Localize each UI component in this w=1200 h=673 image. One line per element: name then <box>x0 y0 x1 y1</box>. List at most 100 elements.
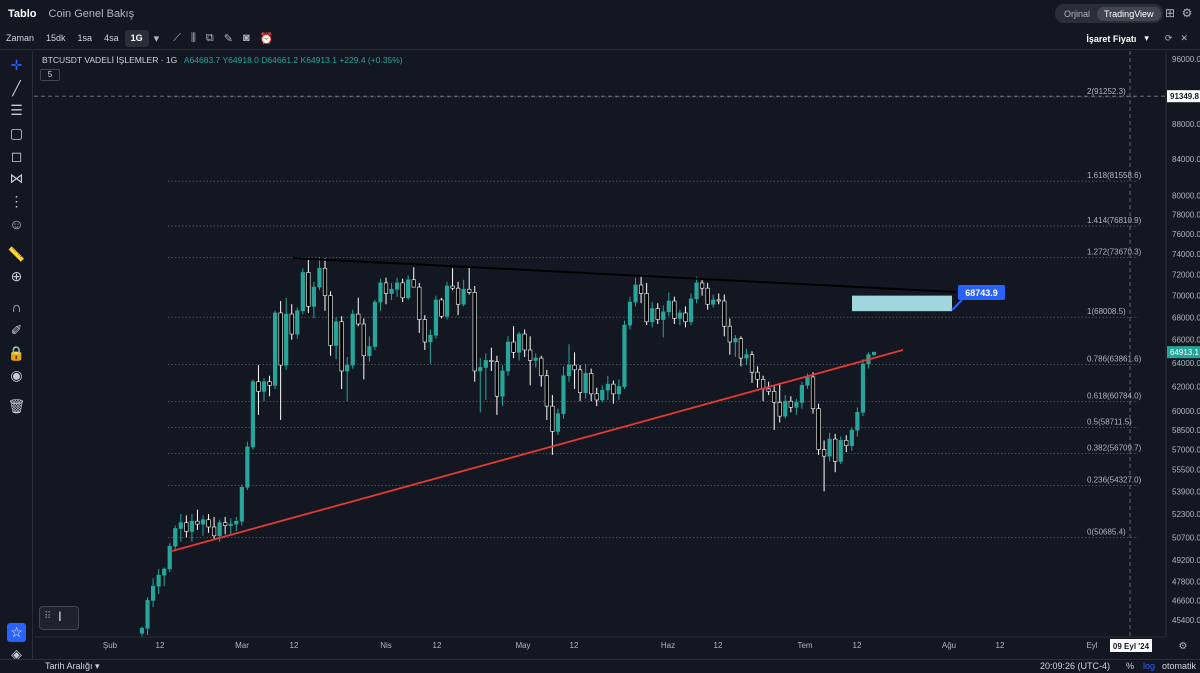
candle <box>500 365 505 407</box>
compare-icon[interactable]: ⧉ <box>205 31 214 44</box>
tab-tablo[interactable]: Tablo <box>8 7 37 20</box>
candle <box>661 305 666 338</box>
candle-body <box>289 313 294 335</box>
auto-toggle[interactable]: otomatik <box>1162 661 1197 671</box>
candle-body <box>406 279 411 299</box>
candle <box>184 515 189 538</box>
star-icon[interactable]: ☆ <box>7 623 26 642</box>
indicator-toggle[interactable]: 5 <box>40 69 60 81</box>
fib-label: 1.272(73670.3) <box>1087 247 1142 256</box>
text-note-icon[interactable]: ◻ <box>10 148 23 164</box>
candle-body <box>394 282 400 290</box>
candle-body <box>184 522 189 532</box>
floating-toolbar[interactable]: ⠿ Ⅰ <box>39 606 79 630</box>
clock[interactable]: 20:09:26 (UTC-4) <box>1040 661 1111 671</box>
candle <box>345 356 350 402</box>
trendline-icon[interactable]: ╱ <box>12 80 21 96</box>
price-axis[interactable] <box>1166 51 1200 637</box>
candle <box>550 395 555 455</box>
chart-type-icon[interactable]: ⟋ <box>173 31 181 44</box>
refresh-icon[interactable]: ⟳ <box>1164 33 1173 43</box>
date-range-button[interactable]: Tarih Aralığı ▾ <box>45 661 100 671</box>
camera-icon[interactable]: ◙ <box>242 32 250 44</box>
trash-icon[interactable]: 🗑 <box>7 398 26 414</box>
candle <box>783 395 788 419</box>
candle-body <box>855 412 860 431</box>
interval-15m[interactable]: 15dk <box>46 32 66 43</box>
fib-label: 0.5(58711.5) <box>1087 417 1132 426</box>
candle-body <box>766 388 771 392</box>
plot-background <box>34 51 1166 637</box>
candle <box>250 379 256 450</box>
y-tick-label: 68000.0 <box>1172 313 1200 322</box>
grid-icon[interactable]: ⊞ <box>1164 6 1176 20</box>
zoom-icon[interactable]: ⊕ <box>10 268 23 284</box>
bottom-bar: Tarih Aralığı ▾ 20:09:26 (UTC-4) % log o… <box>0 659 1200 673</box>
candle <box>638 276 644 304</box>
candle <box>489 347 494 371</box>
price-callout[interactable] <box>958 285 1005 300</box>
candle <box>855 407 860 437</box>
log-toggle[interactable]: log <box>1143 661 1156 671</box>
price-source-select[interactable]: İşaret Fiyatı <box>1086 33 1137 44</box>
candle <box>705 282 710 310</box>
toolbar-right: İşaret Fiyatı ▾ ⟳ ✕ <box>1082 27 1192 50</box>
candle <box>411 267 416 288</box>
candle-body <box>528 349 533 361</box>
ruler-icon[interactable]: 📏 <box>7 246 26 262</box>
candle <box>677 309 683 326</box>
candle-body <box>783 400 788 417</box>
legend-close: K64913.1 <box>300 55 337 65</box>
interval-1d[interactable]: 1G <box>124 29 149 47</box>
percent-toggle[interactable]: % <box>1126 661 1135 671</box>
layers-icon[interactable]: ◈ <box>11 646 22 662</box>
settings-icon[interactable]: ⚙ <box>1181 6 1193 20</box>
candle-body <box>544 375 549 407</box>
text-cursor-icon[interactable]: Ⅰ <box>58 609 62 624</box>
alarm-icon[interactable]: ⏰ <box>259 32 274 45</box>
time-axis[interactable] <box>34 637 1166 659</box>
top-bar: Tablo Coin Genel Bakış <box>0 0 1200 27</box>
candle-body <box>611 383 616 395</box>
close-icon[interactable]: ✕ <box>1180 33 1188 43</box>
candle <box>716 293 721 305</box>
mode-original[interactable]: Orjinal <box>1064 8 1091 19</box>
magnet-icon[interactable]: ∩ <box>11 299 22 315</box>
interval-1h[interactable]: 1sa <box>77 32 93 43</box>
crosshair-icon[interactable]: ✛ <box>10 57 23 73</box>
rectangle-icon[interactable]: ▢ <box>9 125 24 141</box>
prediction-icon[interactable]: ⋮ <box>9 193 24 209</box>
eye-icon[interactable]: ◉ <box>10 367 23 383</box>
settings-icon[interactable]: ⚙ <box>1179 641 1188 652</box>
indicators-icon[interactable]: ⫼ <box>190 31 196 44</box>
fib-icon[interactable]: ☰ <box>10 102 23 118</box>
chevron-down-icon[interactable]: ▾ <box>153 32 160 45</box>
candle <box>583 363 588 399</box>
drag-handle-icon[interactable]: ⠿ <box>44 611 52 622</box>
pattern-icon[interactable]: ⋈ <box>9 170 24 186</box>
symbol-name[interactable]: BTCUSDT VADELİ İŞLEMLER · 1G <box>42 55 178 65</box>
chevron-down-icon[interactable]: ▾ <box>1144 33 1149 43</box>
candle-body <box>777 402 782 417</box>
interval-4h[interactable]: 4sa <box>104 32 119 43</box>
candle <box>145 597 150 636</box>
candle <box>577 365 583 402</box>
draw-lock-icon[interactable]: ✐ <box>10 322 23 338</box>
candle <box>278 300 283 420</box>
support-trendline[interactable] <box>171 349 904 552</box>
pencil-icon[interactable]: ✎ <box>223 32 233 45</box>
target-zone[interactable] <box>852 295 952 312</box>
mode-tradingview[interactable]: TradingView <box>1097 6 1161 21</box>
x-tick-label: 12 <box>433 641 442 650</box>
tab-coin-overview[interactable]: Coin Genel Bakış <box>48 7 135 20</box>
candle-body <box>223 522 228 526</box>
y-tick-label: 62000.0 <box>1172 383 1200 392</box>
candle-body <box>805 376 810 386</box>
candle-body <box>500 370 505 397</box>
emoji-icon[interactable]: ☺ <box>9 216 24 232</box>
lock-icon[interactable]: 🔒 <box>7 345 26 361</box>
candle <box>772 386 777 431</box>
candle-body <box>683 312 688 323</box>
resistance-trendline[interactable] <box>292 257 957 293</box>
